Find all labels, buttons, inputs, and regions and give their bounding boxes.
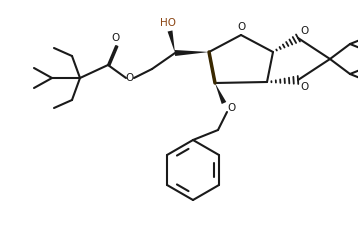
Polygon shape <box>175 50 209 56</box>
Polygon shape <box>215 83 226 104</box>
Text: O: O <box>228 103 236 113</box>
Text: O: O <box>300 26 308 36</box>
Polygon shape <box>168 31 175 53</box>
Text: HO: HO <box>160 18 176 28</box>
Text: O: O <box>237 22 245 32</box>
Text: O: O <box>300 82 308 92</box>
Text: O: O <box>112 33 120 43</box>
Text: O: O <box>126 73 134 83</box>
